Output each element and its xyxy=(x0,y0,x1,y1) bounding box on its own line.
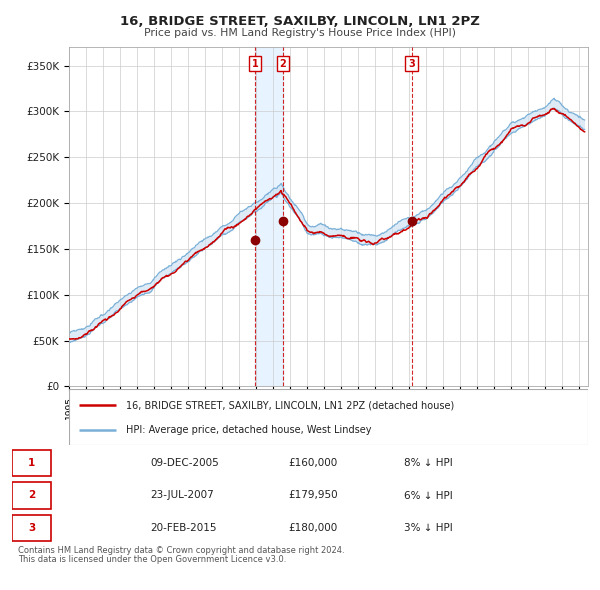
Text: Contains HM Land Registry data © Crown copyright and database right 2024.: Contains HM Land Registry data © Crown c… xyxy=(18,546,344,555)
Text: 2: 2 xyxy=(280,58,286,68)
Text: 2: 2 xyxy=(28,490,35,500)
Text: £180,000: £180,000 xyxy=(289,523,338,533)
FancyBboxPatch shape xyxy=(12,482,51,509)
Text: This data is licensed under the Open Government Licence v3.0.: This data is licensed under the Open Gov… xyxy=(18,555,286,564)
Text: 1: 1 xyxy=(28,458,35,468)
Text: HPI: Average price, detached house, West Lindsey: HPI: Average price, detached house, West… xyxy=(126,425,371,435)
Text: Price paid vs. HM Land Registry's House Price Index (HPI): Price paid vs. HM Land Registry's House … xyxy=(144,28,456,38)
Text: 09-DEC-2005: 09-DEC-2005 xyxy=(150,458,219,468)
FancyBboxPatch shape xyxy=(12,450,51,477)
Text: £179,950: £179,950 xyxy=(289,490,338,500)
Text: 20-FEB-2015: 20-FEB-2015 xyxy=(150,523,217,533)
Text: 3: 3 xyxy=(28,523,35,533)
FancyBboxPatch shape xyxy=(12,514,51,542)
Text: £160,000: £160,000 xyxy=(289,458,338,468)
Text: 16, BRIDGE STREET, SAXILBY, LINCOLN, LN1 2PZ (detached house): 16, BRIDGE STREET, SAXILBY, LINCOLN, LN1… xyxy=(126,400,454,410)
Text: 3: 3 xyxy=(408,58,415,68)
Text: 1: 1 xyxy=(252,58,259,68)
Text: 8% ↓ HPI: 8% ↓ HPI xyxy=(404,458,452,468)
Text: 6% ↓ HPI: 6% ↓ HPI xyxy=(404,490,452,500)
Text: 3% ↓ HPI: 3% ↓ HPI xyxy=(404,523,452,533)
Text: 23-JUL-2007: 23-JUL-2007 xyxy=(150,490,214,500)
Text: 16, BRIDGE STREET, SAXILBY, LINCOLN, LN1 2PZ: 16, BRIDGE STREET, SAXILBY, LINCOLN, LN1… xyxy=(120,15,480,28)
Bar xyxy=(255,47,283,386)
